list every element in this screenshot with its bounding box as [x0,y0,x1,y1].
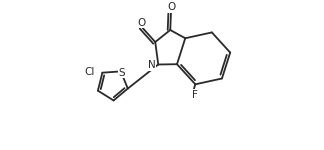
Text: O: O [137,18,145,27]
Text: S: S [118,68,125,78]
Text: Cl: Cl [85,67,95,77]
Text: O: O [167,2,175,12]
Text: F: F [192,90,198,100]
Text: N: N [148,60,156,70]
